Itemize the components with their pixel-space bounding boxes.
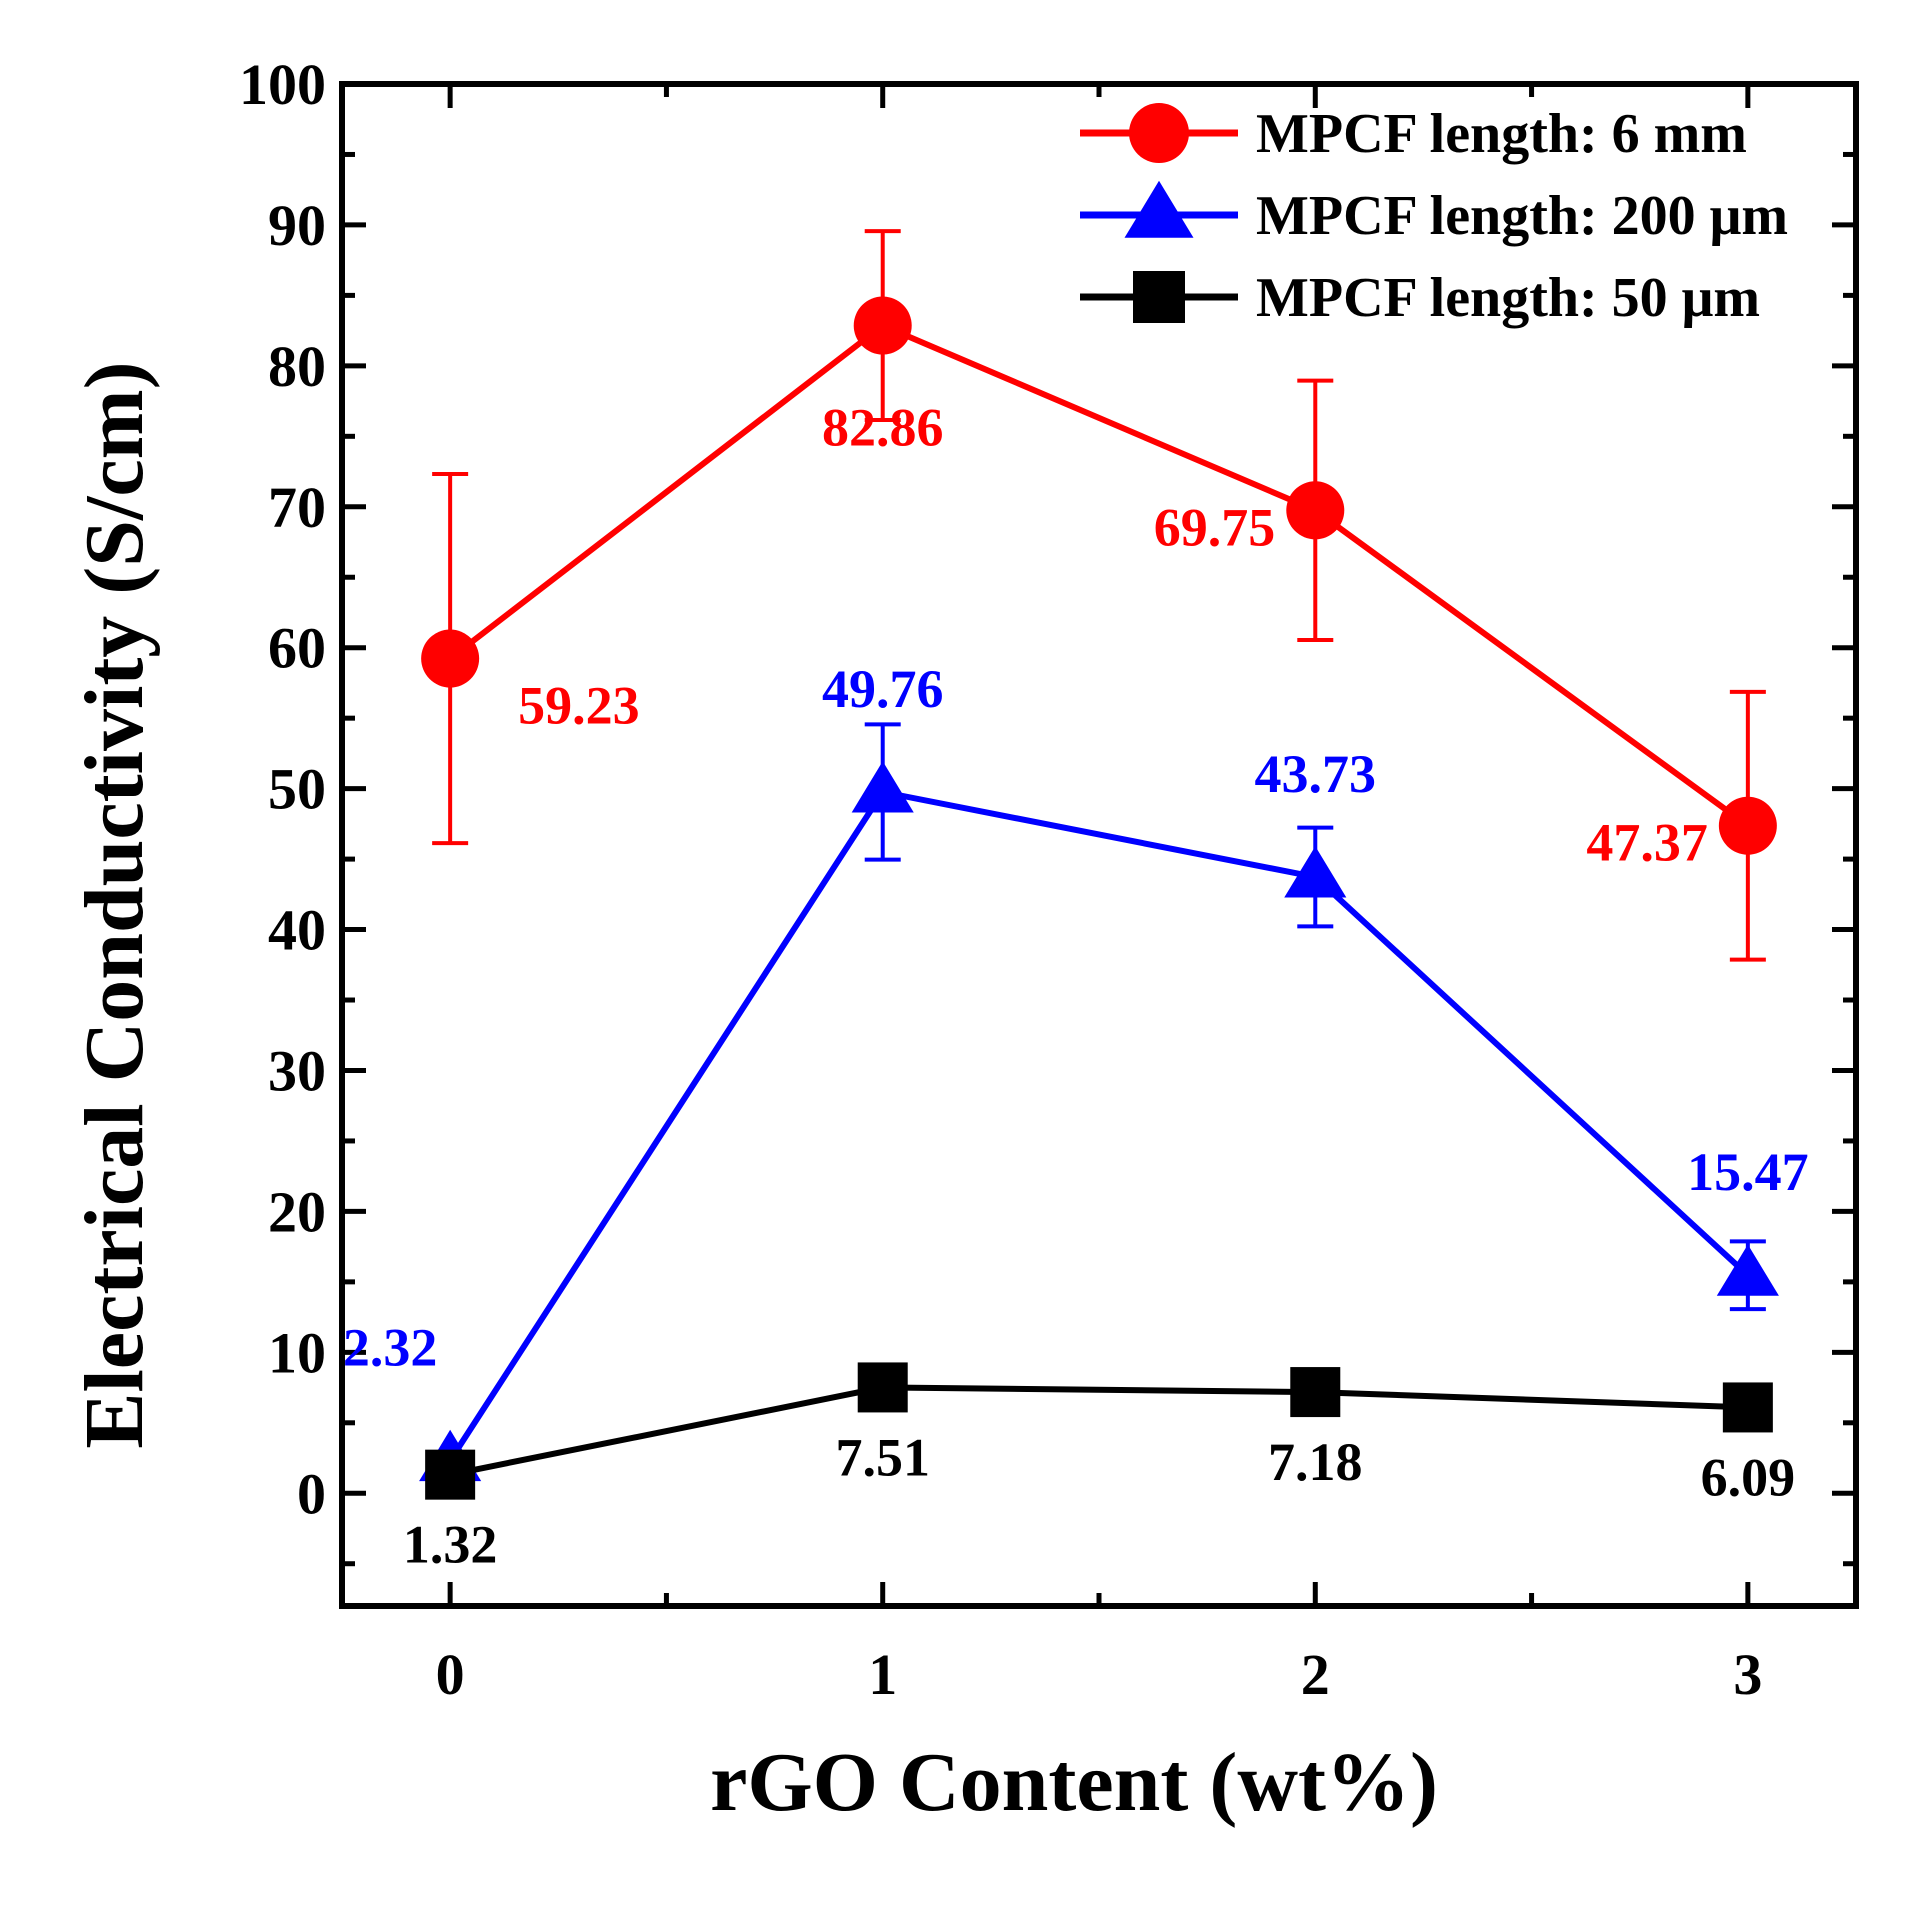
data-point-circle [1286,481,1345,540]
y-tick-label: 50 [268,757,326,822]
y-tick-label: 70 [268,475,326,540]
data-label-circle: 59.23 [518,676,640,736]
data-point-circle [1718,796,1777,855]
data-point-square [425,1449,476,1500]
data-label-square: 7.51 [835,1427,930,1487]
data-label-circle: 82.86 [822,398,944,458]
data-label-triangle: 2.32 [343,1318,438,1378]
data-point-square [857,1362,908,1413]
data-label-square: 1.32 [403,1515,498,1575]
data-point-square [1290,1367,1341,1418]
data-label-triangle: 15.47 [1687,1142,1809,1202]
series-line-circle [448,322,1750,829]
data-point-circle [853,296,912,355]
legend-marker-triangle [1124,180,1194,238]
y-tick-label: 60 [268,616,326,681]
data-point-triangle [1716,1244,1779,1296]
legend-label-square: MPCF length: 50 μm [1256,267,1760,329]
data-label-triangle: 43.73 [1255,744,1377,804]
y-tick-label: 20 [268,1179,326,1244]
y-tick-label: 10 [268,1320,326,1385]
series-line-triangle [447,788,1750,1463]
y-axis-title: Electrical Conductivity (S/cm) [68,361,161,1448]
x-tick-label: 2 [1301,1642,1330,1707]
data-label-square: 7.18 [1268,1432,1363,1492]
legend-label-triangle: MPCF length: 200 μm [1256,185,1788,247]
data-point-triangle [1284,846,1347,898]
y-tick-label: 90 [268,193,326,258]
series-line-square [449,1384,1748,1478]
data-point-square [1722,1382,1773,1433]
legend-marker-square [1133,271,1185,323]
data-label-square: 6.09 [1701,1447,1796,1507]
data-point-triangle [851,761,914,813]
x-tick-label: 3 [1733,1642,1762,1707]
data-label-circle: 69.75 [1154,497,1276,557]
y-tick-label: 80 [268,334,326,399]
data-label-circle: 47.37 [1586,813,1708,873]
y-tick-label: 100 [239,52,326,117]
data-point-circle [421,629,480,688]
legend-label-circle: MPCF length: 6 mm [1256,103,1747,165]
legend-marker-circle [1129,103,1189,163]
y-tick-label: 30 [268,1038,326,1103]
x-axis-title: rGO Content (wt%) [710,1736,1438,1829]
x-tick-label: 1 [868,1642,897,1707]
y-tick-label: 0 [297,1461,326,1526]
x-tick-label: 0 [436,1642,465,1707]
y-tick-label: 40 [268,898,326,963]
data-label-triangle: 49.76 [822,659,944,719]
